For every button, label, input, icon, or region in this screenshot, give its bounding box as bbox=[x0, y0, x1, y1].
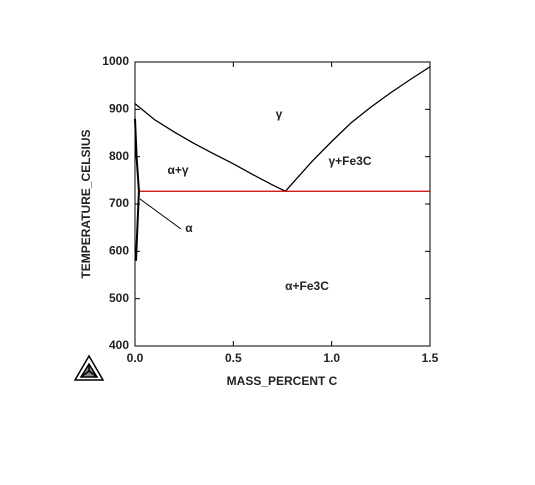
y-tick-label: 500 bbox=[109, 291, 129, 305]
leader-line bbox=[139, 198, 182, 230]
y-axis-label: TEMPERATURE_CELSIUS bbox=[79, 129, 93, 278]
annotation: γ+Fe3C bbox=[328, 154, 371, 168]
x-tick-label: 1.5 bbox=[422, 351, 439, 365]
y-tick-label: 800 bbox=[109, 149, 129, 163]
y-tick-label: 600 bbox=[109, 244, 129, 258]
y-tick-label: 700 bbox=[109, 196, 129, 210]
x-tick-label: 0.0 bbox=[127, 351, 144, 365]
phase-boundary bbox=[284, 66, 431, 192]
y-tick-label: 1000 bbox=[102, 54, 129, 68]
phase-boundary bbox=[134, 103, 286, 192]
annotation: α bbox=[185, 221, 193, 235]
y-tick-label: 900 bbox=[109, 102, 129, 116]
x-tick-label: 1.0 bbox=[323, 351, 340, 365]
logo bbox=[73, 354, 105, 381]
annotation: α+Fe3C bbox=[285, 279, 329, 293]
y-tick-label: 400 bbox=[109, 338, 129, 352]
phase-boundary bbox=[134, 118, 140, 261]
x-tick-label: 0.5 bbox=[225, 351, 242, 365]
x-axis-label: MASS_PERCENT C bbox=[227, 374, 338, 388]
plot-frame bbox=[134, 61, 431, 347]
annotation: γ bbox=[276, 107, 283, 121]
annotation: α+γ bbox=[167, 163, 188, 177]
